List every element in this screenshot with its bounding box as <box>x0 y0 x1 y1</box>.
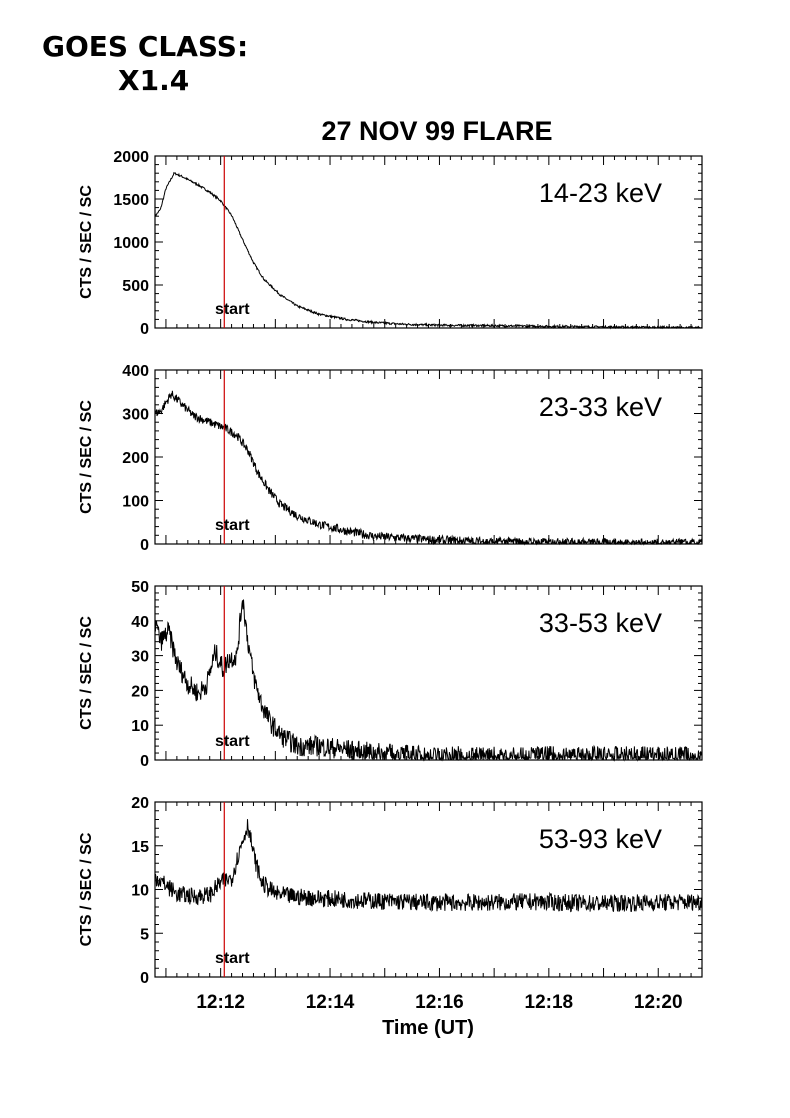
panel-3: 0 10 20 30 40 50 CTS / SEC / SC 33-53 keV start <box>78 579 703 770</box>
y-tick-label: 20 <box>131 683 149 700</box>
y-tick-label: 50 <box>131 579 149 596</box>
energy-band-label: 33-53 keV <box>539 608 662 638</box>
y-tick-label: 0 <box>140 970 149 987</box>
y-tick-label: 2000 <box>113 149 149 166</box>
x-tick-label: 12:16 <box>415 992 464 1013</box>
x-axis: 12:12 12:14 12:16 12:18 12:20 <box>196 992 682 1013</box>
series-line <box>154 819 703 913</box>
series-line <box>154 599 703 762</box>
x-tick-label: 12:14 <box>306 992 355 1013</box>
chart-title: 27 NOV 99 FLARE <box>321 116 552 146</box>
goes-class-label: GOES CLASS: X1.4 <box>42 30 248 98</box>
y-tick-label: 10 <box>131 718 149 735</box>
start-marker-label: start <box>215 301 250 318</box>
panel-4: 0 5 10 15 20 CTS / SEC / SC 53-93 keV start <box>78 795 703 987</box>
energy-band-label: 23-33 keV <box>539 392 662 422</box>
series-line <box>154 390 703 546</box>
y-tick-label: 1000 <box>113 235 149 252</box>
panel-1: 0 500 1000 1500 2000 CTS / SEC / SC 14-23 keV s… <box>78 149 703 338</box>
y-tick-label: 300 <box>122 407 149 424</box>
y-tick-label: 30 <box>131 649 149 666</box>
start-marker-label: start <box>215 950 250 967</box>
y-tick-label: 400 <box>122 363 149 380</box>
goes-class-value: X1.4 <box>118 64 190 97</box>
y-tick-label: 15 <box>131 839 149 856</box>
y-tick-label: 5 <box>140 926 149 943</box>
x-tick-label: 12:12 <box>196 992 245 1013</box>
energy-band-label: 53-93 keV <box>539 824 662 854</box>
start-marker-label: start <box>215 517 250 534</box>
panel-2: 0 100 200 300 400 CTS / SEC / SC 23-33 keV star… <box>78 363 703 554</box>
y-tick-label: 0 <box>140 537 149 554</box>
x-tick-label: 12:20 <box>634 992 683 1013</box>
y-axis-label: CTS / SEC / SC <box>78 400 95 514</box>
y-axis-label: CTS / SEC / SC <box>78 616 95 730</box>
x-axis-label: Time (UT) <box>382 1017 474 1039</box>
y-tick-label: 10 <box>131 883 149 900</box>
y-tick-label: 40 <box>131 614 149 631</box>
goes-class-title: GOES CLASS: <box>42 30 249 63</box>
energy-band-label: 14-23 keV <box>539 178 662 208</box>
y-tick-label: 1500 <box>113 192 149 209</box>
x-tick-label: 12:18 <box>525 992 574 1013</box>
y-tick-label: 20 <box>131 795 149 812</box>
y-tick-label: 100 <box>122 494 149 511</box>
start-marker-label: start <box>215 733 250 750</box>
y-axis-label: CTS / SEC / SC <box>78 185 95 299</box>
y-tick-label: 200 <box>122 450 149 467</box>
y-tick-label: 0 <box>140 753 149 770</box>
series-line <box>154 171 703 330</box>
y-tick-label: 0 <box>140 321 149 338</box>
y-axis-label: CTS / SEC / SC <box>78 832 95 946</box>
y-tick-label: 500 <box>122 278 149 295</box>
